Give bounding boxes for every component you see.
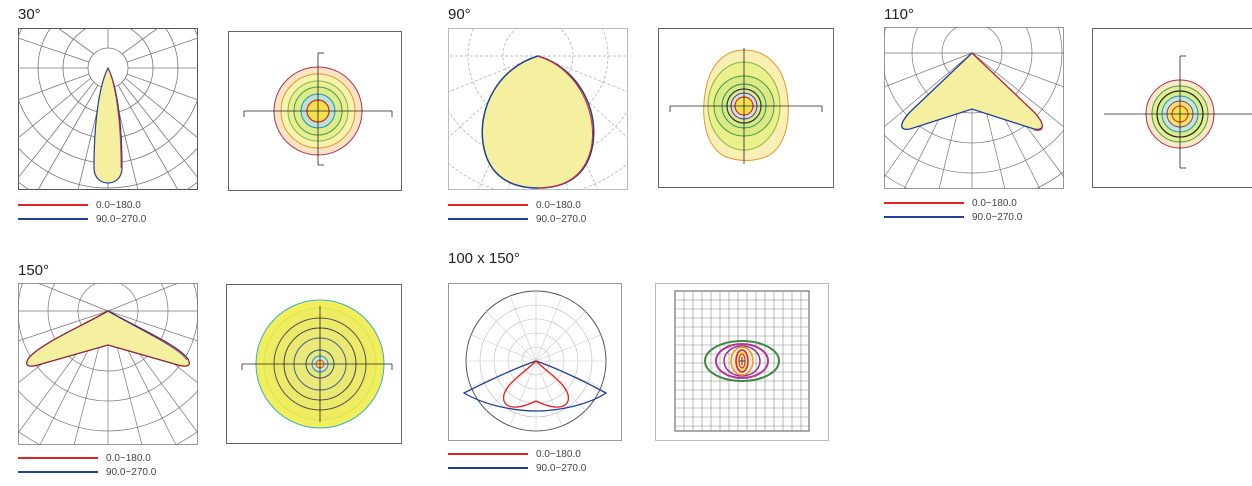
legend-label-c0: 0.0~180.0 (536, 448, 581, 460)
polar-diagram-30 (18, 28, 198, 190)
legend-label-c90: 90.0~270.0 (536, 213, 587, 225)
legend-label-c0: 0.0~180.0 (972, 197, 1017, 209)
legend-line-red (884, 202, 964, 204)
polar-diagram-110 (884, 27, 1064, 189)
legend-line-blue (448, 467, 528, 469)
legend-150: 0.0~180.0 90.0~270.0 (18, 451, 156, 479)
beam-title-90: 90° (448, 6, 471, 23)
legend-line-blue (448, 218, 528, 220)
polar-diagram-90 (448, 28, 628, 190)
legend-line-blue (884, 216, 964, 218)
legend-line-blue (18, 218, 88, 220)
legend-line-red (448, 204, 528, 206)
legend-label-c0: 0.0~180.0 (536, 199, 581, 211)
legend-label-c0: 0.0~180.0 (106, 452, 151, 464)
legend-110: 0.0~180.0 90.0~270.0 (884, 196, 1022, 224)
polar-diagram-100x150 (448, 283, 622, 441)
legend-label-c0: 0.0~180.0 (96, 199, 141, 211)
legend-label-c90: 90.0~270.0 (536, 462, 587, 474)
legend-90: 0.0~180.0 90.0~270.0 (448, 198, 586, 226)
beam-title-30: 30° (18, 6, 41, 23)
beam-title-150: 150° (18, 262, 50, 279)
legend-100x150: 0.0~180.0 90.0~270.0 (448, 447, 586, 475)
legend-label-c90: 90.0~270.0 (106, 466, 157, 478)
legend-line-blue (18, 471, 98, 473)
legend-line-red (18, 457, 98, 459)
legend-line-red (18, 204, 88, 206)
legend-label-c90: 90.0~270.0 (96, 213, 147, 225)
isolux-diagram-110 (1092, 28, 1252, 188)
isolux-diagram-30 (228, 31, 402, 191)
polar-diagram-150 (18, 283, 198, 445)
isolux-diagram-150 (226, 284, 402, 444)
isolux-diagram-90 (658, 28, 834, 188)
beam-title-100x150: 100 x 150° (448, 250, 520, 267)
legend-line-red (448, 453, 528, 455)
legend-label-c90: 90.0~270.0 (972, 211, 1023, 223)
beam-title-110: 110° (884, 6, 914, 23)
legend-30: 0.0~180.0 90.0~270.0 (18, 198, 146, 226)
isolux-diagram-100x150 (655, 283, 829, 441)
